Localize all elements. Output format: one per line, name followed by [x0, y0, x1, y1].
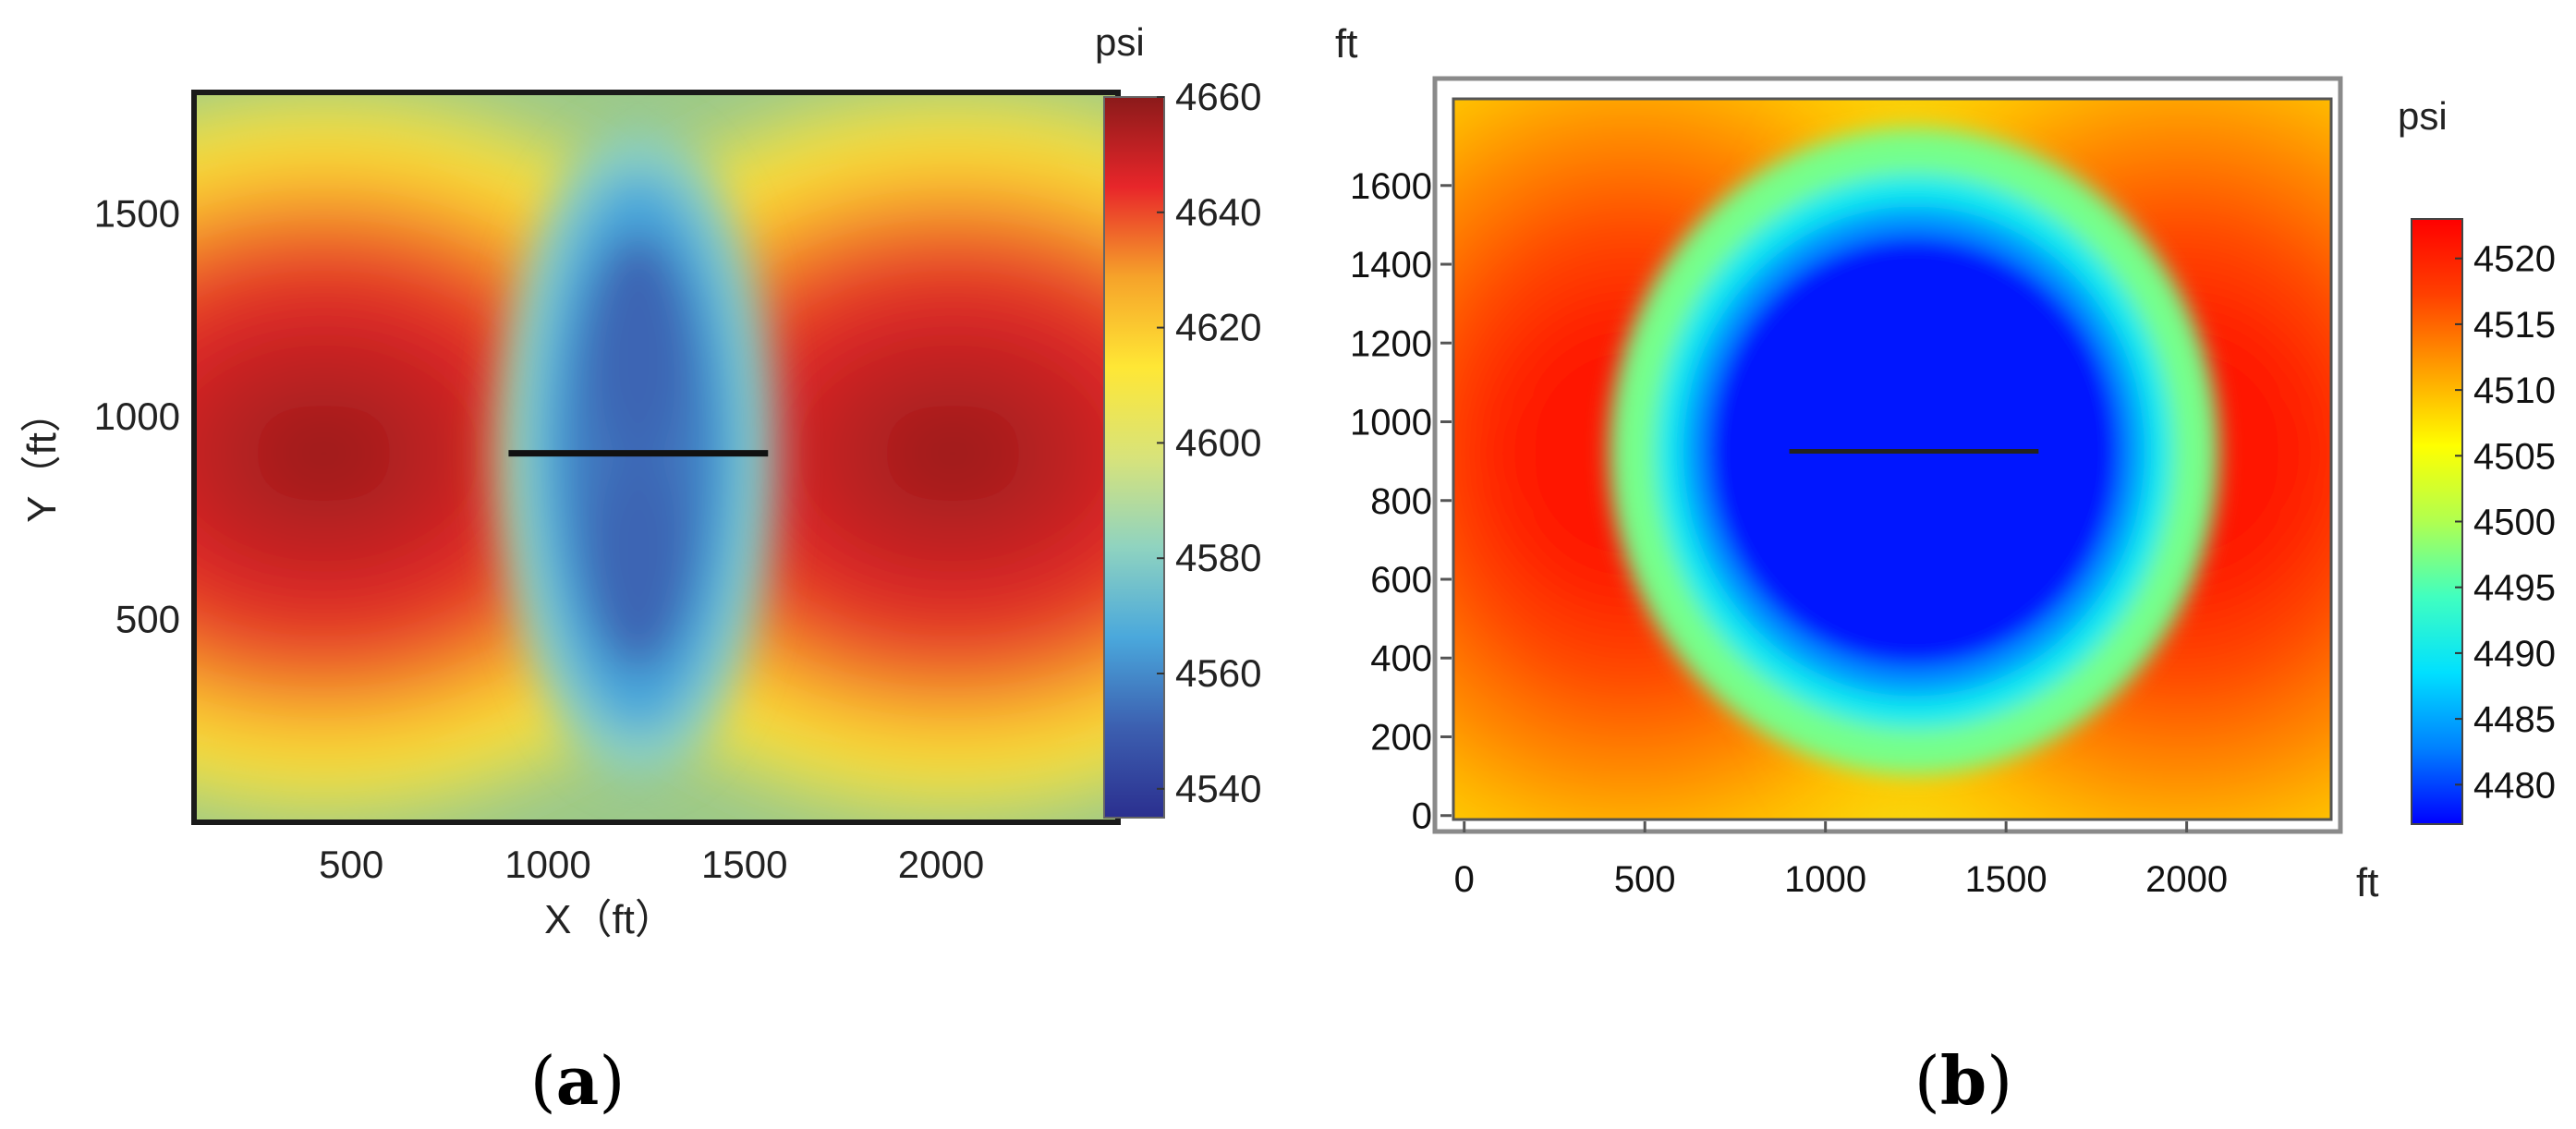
- y-tick-label: 600: [1370, 560, 1432, 601]
- y-tick-label: 1500: [94, 192, 180, 236]
- pressure-contour: [591, 240, 685, 463]
- colorbar-tick-label: 4515: [2473, 305, 2556, 346]
- y-tick-label: 400: [1370, 638, 1432, 679]
- x-tick-label: 1000: [1784, 859, 1866, 900]
- y-ticks-a: 500 1000 1500: [94, 192, 180, 641]
- colorbar-b: [2412, 219, 2462, 824]
- y-tick-label: 1400: [1350, 245, 1432, 285]
- heatmap-b: [1453, 99, 2331, 819]
- y-tick-label: 1200: [1350, 323, 1432, 364]
- x-tick-label: 1500: [1965, 859, 2047, 900]
- panel-b: 0 500 1000 1500 2000 0 200 400 600 800 1000 1200 14…: [1335, 21, 2556, 1120]
- colorbar-a-frame: [1103, 96, 1165, 819]
- colorbar-tick-label: 4560: [1175, 651, 1261, 695]
- colorbar-tick-label: 4540: [1175, 767, 1261, 810]
- colorbar-unit-a: psi: [1095, 20, 1145, 64]
- x-tick-label: 2000: [898, 843, 984, 886]
- y-tick-label: 1000: [94, 395, 180, 438]
- colorbar-tick-label: 4620: [1175, 306, 1261, 349]
- caption-b: (b): [1914, 1041, 2013, 1120]
- colorbar-tick-label: 4490: [2473, 634, 2556, 674]
- caption-b-open: (: [1914, 1042, 1940, 1120]
- outer-frame-b: [1432, 76, 2343, 834]
- heatmap-a: [194, 92, 1118, 822]
- caption-a-letter: a: [556, 1041, 600, 1120]
- x-tick-label: 500: [319, 843, 383, 886]
- colorbar-ticks-b: 4480 4485 4490 4495 4500 4505 4510 4515 4520: [2455, 239, 2556, 806]
- caption-a-open: (: [530, 1042, 556, 1120]
- colorbar-unit-b: psi: [2398, 94, 2448, 138]
- colorbar-tick-label: 4520: [2473, 239, 2556, 280]
- y-tick-label: 800: [1370, 481, 1432, 522]
- colorbar-a: [1104, 97, 1164, 818]
- colorbar-tick-label: 4485: [2473, 699, 2556, 740]
- y-tick-label: 0: [1412, 796, 1432, 837]
- x-axis-title-a: X（ft）: [544, 897, 675, 942]
- colorbar-tick-label: 4600: [1175, 420, 1261, 464]
- x-axis-title-b: ft: [2356, 860, 2378, 905]
- colorbar-tick-label: 4660: [1175, 75, 1261, 118]
- x-tick-label: 2000: [2145, 859, 2228, 900]
- pressure-contour: [249, 402, 398, 504]
- y-tick-label: 1600: [1350, 166, 1432, 207]
- y-ticks-b: 0 200 400 600 800 1000 1200 1400 1600: [1350, 166, 1452, 837]
- plot-frame-b: [1452, 97, 2333, 821]
- x-tick-label: 500: [1614, 859, 1676, 900]
- heatmap-b-field: [1453, 99, 2331, 819]
- colorbar-tick-label: 4495: [2473, 568, 2556, 609]
- colorbar-tick-label: 4510: [2473, 370, 2556, 411]
- colorbar-tick-label: 4580: [1175, 536, 1261, 579]
- caption-a: (a): [530, 1041, 626, 1120]
- pressure-contour: [879, 402, 1027, 504]
- y-tick-label: 200: [1370, 717, 1432, 758]
- caption-a-close: ): [599, 1042, 625, 1120]
- pressure-contour: [591, 453, 685, 657]
- colorbar-tick-label: 4505: [2473, 436, 2556, 477]
- x-tick-label: 0: [1454, 859, 1475, 900]
- colorbar-tick-label: 4480: [2473, 765, 2556, 806]
- x-tick-label: 1000: [504, 843, 590, 886]
- x-ticks-a: 500 1000 1500 2000: [319, 843, 984, 886]
- caption-b-letter: b: [1940, 1041, 1987, 1120]
- y-axis-title-b: ft: [1335, 21, 1357, 67]
- x-tick-label: 1500: [701, 843, 787, 886]
- colorbar-tick-label: 4500: [2473, 503, 2556, 543]
- colorbar-ticks-a: 4540 4560 4580 4600 4620 4640 4660: [1157, 75, 1261, 810]
- colorbar-tick-label: 4640: [1175, 190, 1261, 234]
- heatmap-a-field: [194, 102, 1118, 805]
- y-tick-label: 1000: [1350, 403, 1432, 443]
- y-axis-title-a: Y（ft）: [19, 392, 65, 523]
- y-tick-label: 500: [115, 598, 180, 641]
- x-ticks-b: 0 500 1000 1500 2000: [1454, 821, 2228, 900]
- caption-b-close: ): [1987, 1042, 2012, 1120]
